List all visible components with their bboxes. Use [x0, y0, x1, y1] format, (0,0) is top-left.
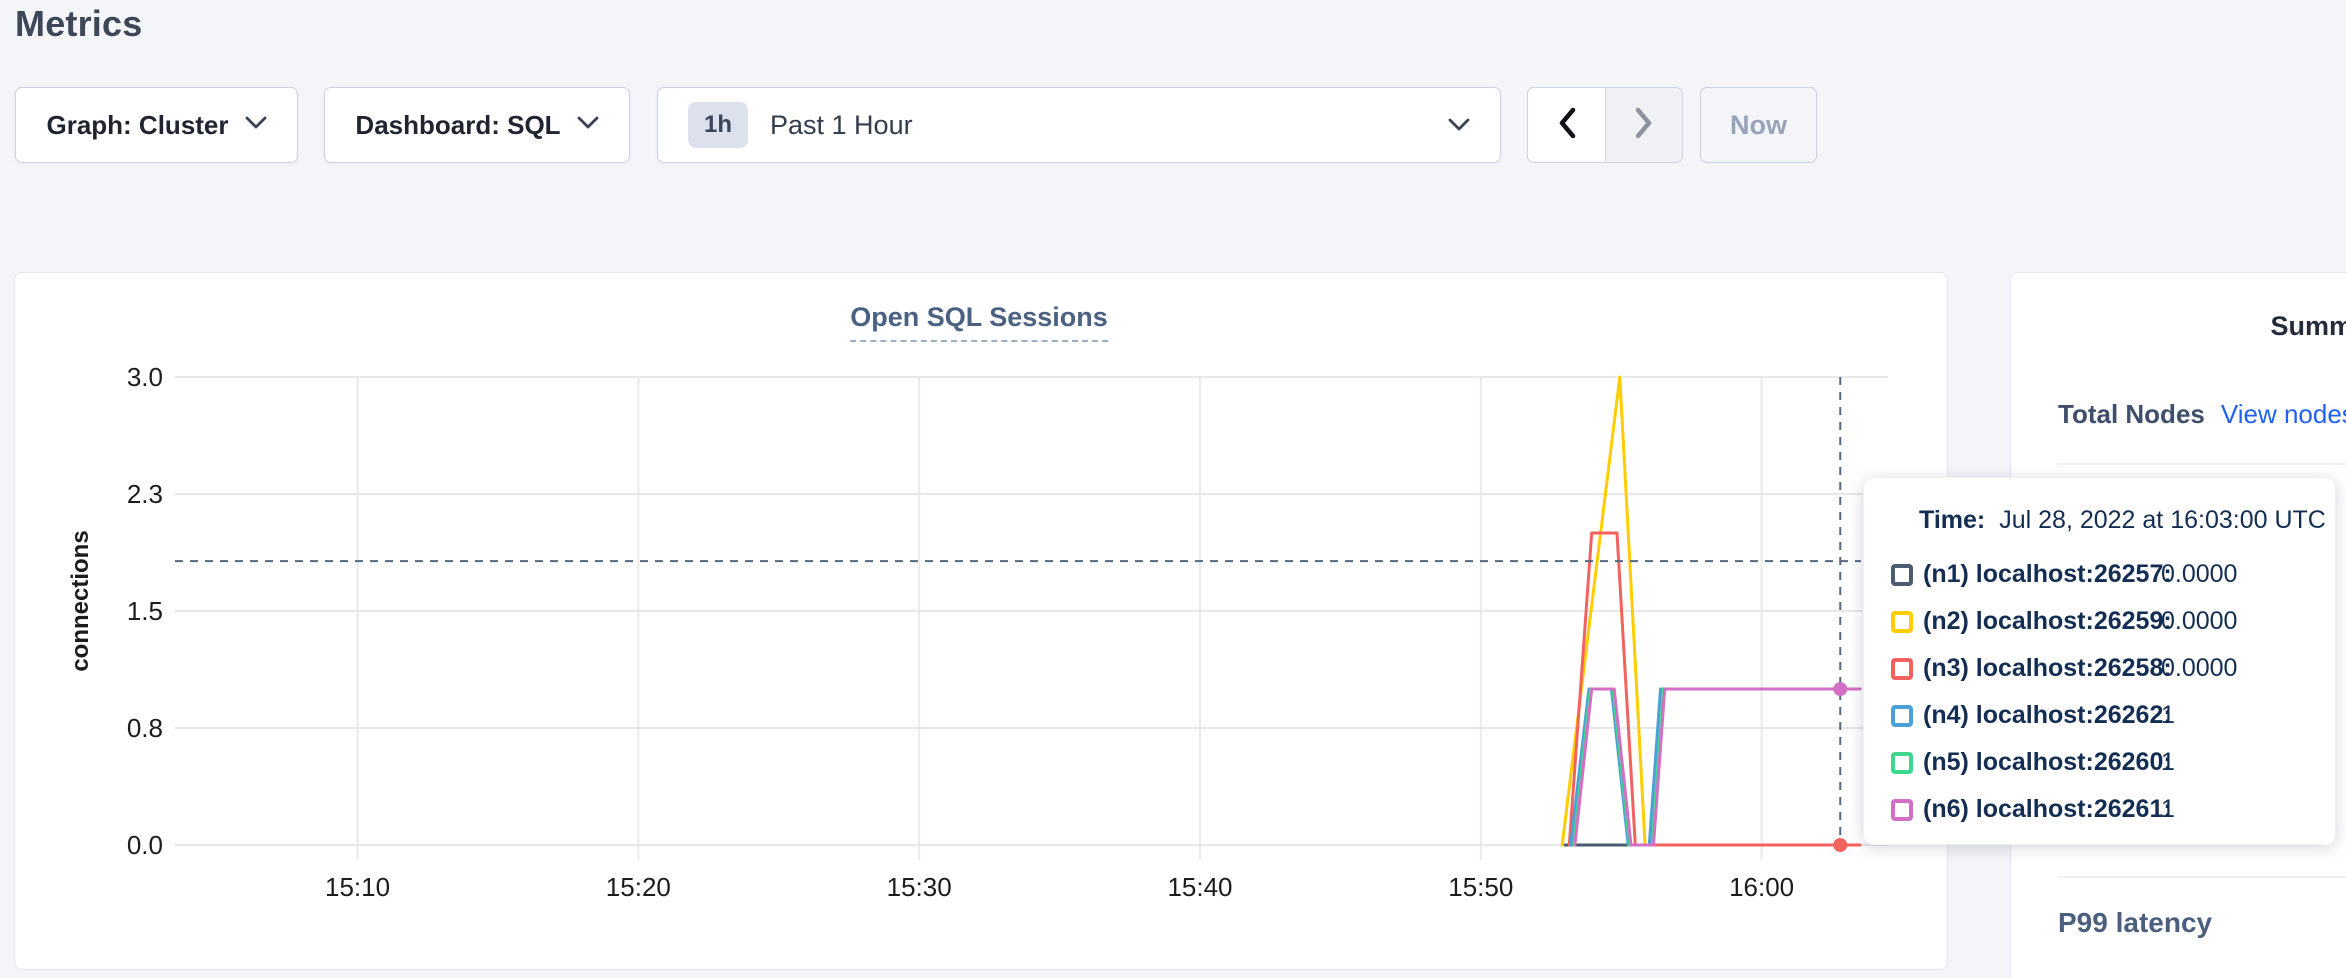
- y-tick-label: 2.3: [126, 479, 163, 509]
- series-value: 1: [2161, 795, 2175, 823]
- series-value: 0.0000: [2161, 654, 2238, 682]
- chevron-down-icon: [577, 116, 599, 135]
- series-swatch-icon: [1891, 798, 1913, 821]
- chevron-down-icon: [1448, 118, 1470, 137]
- series-value: 0.0000: [2161, 607, 2238, 635]
- tooltip-row: (n6) localhost:26261: 1: [1891, 786, 2335, 833]
- x-tick-label: 15:20: [605, 872, 671, 902]
- time-step-buttons: [1527, 87, 1683, 163]
- dashboard-dropdown[interactable]: Dashboard: SQL: [324, 87, 630, 163]
- view-nodes-link[interactable]: View nodes: [2220, 399, 2346, 429]
- sidebar-title: Summary: [2270, 311, 2346, 341]
- series-swatch-icon: [1891, 610, 1913, 633]
- series-label: (n2) localhost:26259:: [1923, 607, 2172, 635]
- time-range-selector[interactable]: 1h Past 1 Hour: [657, 87, 1501, 163]
- graph-dropdown-label: Graph: Cluster: [46, 109, 229, 140]
- y-tick-label: 1.5: [126, 596, 163, 626]
- total-nodes-label: Total Nodes: [2058, 399, 2205, 429]
- y-tick-label: 0.0: [126, 830, 163, 860]
- tooltip-time-label: Time:: [1919, 506, 1986, 534]
- series-label: (n1) localhost:26257:: [1923, 560, 2172, 588]
- x-tick-label: 15:30: [886, 872, 952, 902]
- y-tick-label: 3.0: [126, 362, 163, 392]
- next-time-button[interactable]: [1605, 88, 1682, 162]
- series-label: (n6) localhost:26261:: [1923, 795, 2172, 823]
- tooltip-time-value: Jul 28, 2022 at 16:03:00 UTC: [1999, 506, 2326, 534]
- tooltip-row: (n2) localhost:26259: 0.0000: [1891, 598, 2335, 645]
- tooltip-rows: (n1) localhost:26257: 0.0000 (n2) localhos…: [1891, 551, 2335, 833]
- total-nodes-row: Total Nodes View nodes: [2058, 399, 2346, 430]
- series-value: 1: [2161, 748, 2175, 776]
- x-tick-label: 16:00: [1729, 872, 1795, 902]
- chart-title[interactable]: Open SQL Sessions: [850, 302, 1108, 342]
- series-swatch-icon: [1891, 657, 1913, 680]
- chart-tooltip: Time: Jul 28, 2022 at 16:03:00 UTC (n1) l…: [1863, 477, 2336, 845]
- series-swatch-icon: [1891, 563, 1913, 586]
- series-swatch-icon: [1891, 704, 1913, 727]
- tooltip-row: (n1) localhost:26257: 0.0000: [1891, 551, 2335, 598]
- tooltip-time-row: Time: Jul 28, 2022 at 16:03:00 UTC: [1891, 506, 2335, 535]
- series-value: 1: [2161, 701, 2175, 729]
- series-label: (n4) localhost:26262:: [1923, 701, 2172, 729]
- x-tick-label: 15:10: [324, 872, 391, 902]
- time-range-label: Past 1 Hour: [770, 109, 913, 140]
- sidebar-divider: [2058, 876, 2346, 878]
- x-tick-label: 15:50: [1448, 872, 1514, 902]
- time-window-badge: 1h: [688, 102, 749, 148]
- chevron-down-icon: [245, 116, 267, 135]
- series-swatch-icon: [1891, 751, 1913, 774]
- tooltip-row: (n5) localhost:26260: 1: [1891, 739, 2335, 786]
- chart-plot-area[interactable]: [175, 377, 1888, 845]
- p99-latency-label: P99 latency: [2058, 907, 2213, 938]
- chevron-left-icon: [1557, 107, 1577, 144]
- tooltip-row: (n3) localhost:26258: 0.0000: [1891, 645, 2335, 692]
- chevron-right-icon: [1634, 107, 1654, 144]
- y-tick-label: 0.8: [126, 713, 163, 743]
- series-label: (n5) localhost:26260:: [1923, 748, 2172, 776]
- prev-time-button[interactable]: [1528, 88, 1605, 162]
- sidebar-divider: [2058, 463, 2346, 465]
- page-title: Metrics: [15, 3, 143, 44]
- dashboard-dropdown-label: Dashboard: SQL: [355, 109, 561, 140]
- series-label: (n3) localhost:26258:: [1923, 654, 2172, 682]
- series-value: 0.0000: [2161, 560, 2238, 588]
- graph-dropdown[interactable]: Graph: Cluster: [15, 87, 298, 163]
- tooltip-row: (n4) localhost:26262: 1: [1891, 692, 2335, 739]
- now-button[interactable]: Now: [1700, 87, 1817, 163]
- x-tick-label: 15:40: [1167, 872, 1233, 902]
